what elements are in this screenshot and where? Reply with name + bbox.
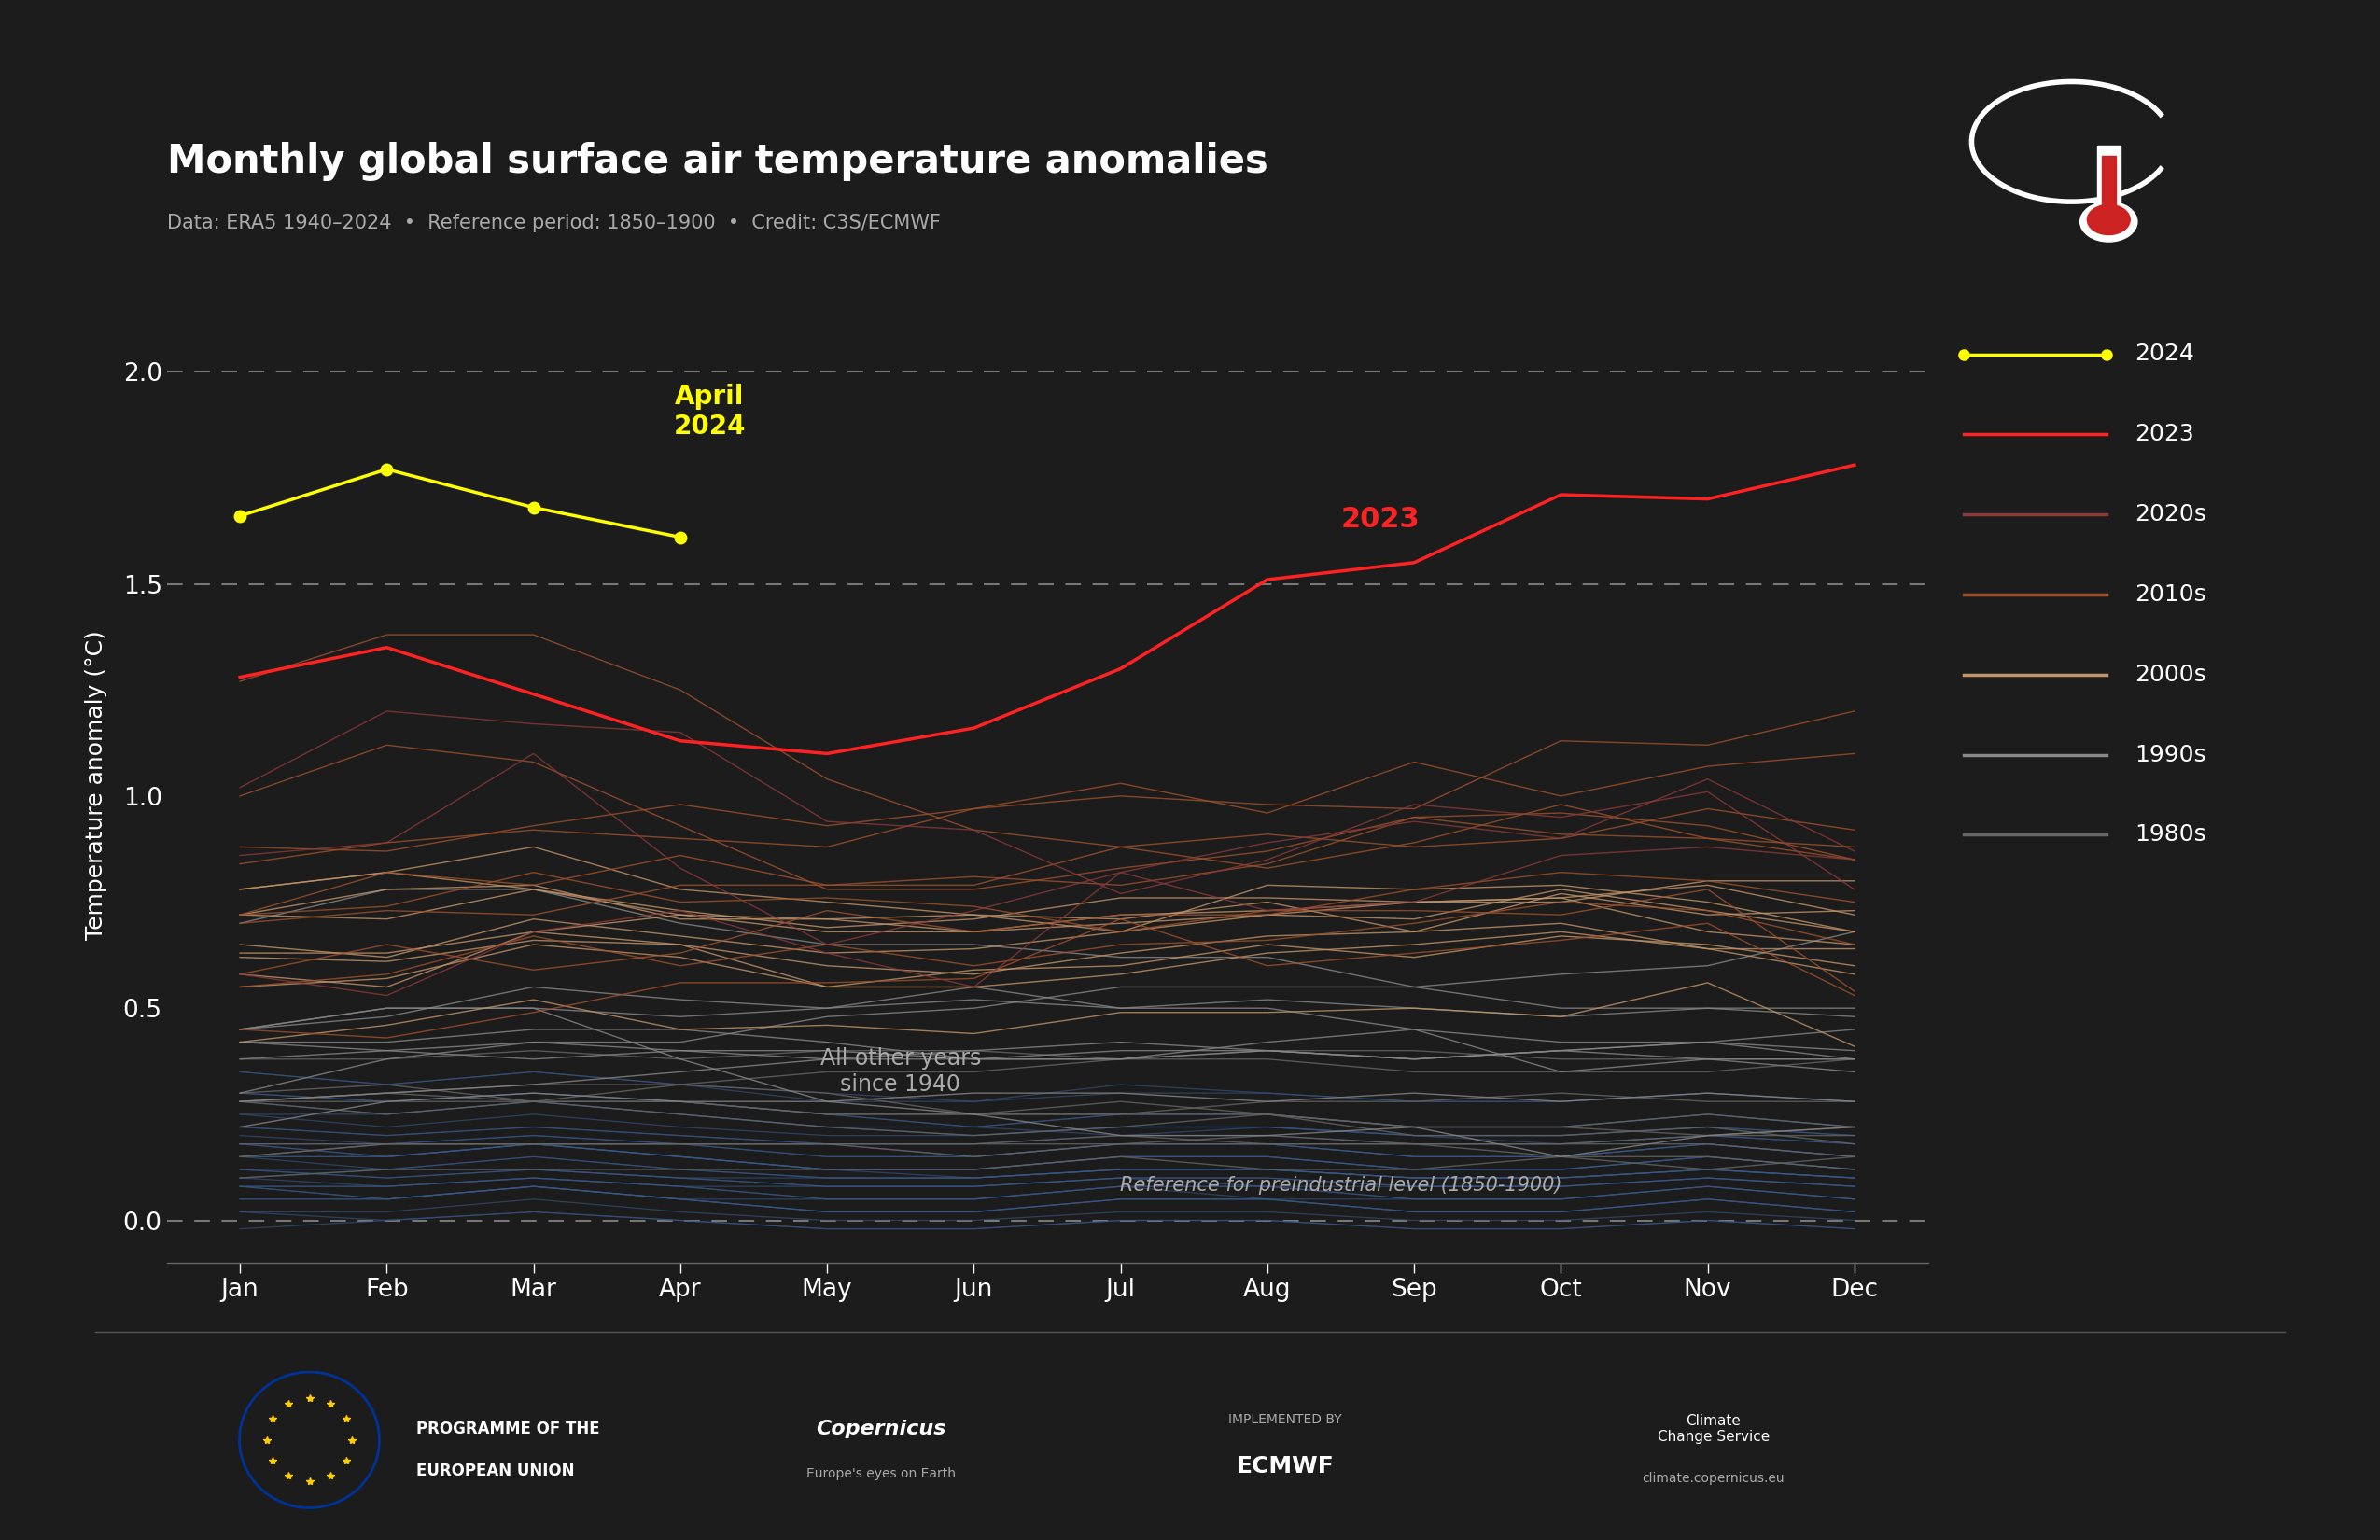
Text: Data: ERA5 1940–2024  •  Reference period: 1850–1900  •  Credit: C3S/ECMWF: Data: ERA5 1940–2024 • Reference period:…	[167, 214, 940, 233]
Text: 2023: 2023	[1340, 505, 1421, 533]
Text: Monthly global surface air temperature anomalies: Monthly global surface air temperature a…	[167, 142, 1269, 182]
Text: 2024: 2024	[2135, 343, 2194, 365]
Text: Europe's eyes on Earth: Europe's eyes on Earth	[807, 1468, 954, 1480]
Text: 2000s: 2000s	[2135, 664, 2206, 685]
Bar	[2102, 156, 2116, 211]
Text: 1990s: 1990s	[2135, 744, 2206, 765]
Text: EUROPEAN UNION: EUROPEAN UNION	[416, 1463, 574, 1478]
Text: IMPLEMENTED BY: IMPLEMENTED BY	[1228, 1414, 1342, 1426]
Y-axis label: Temperature anomaly (°C): Temperature anomaly (°C)	[86, 630, 107, 941]
Text: All other years
since 1940: All other years since 1940	[821, 1047, 981, 1096]
Text: 2023: 2023	[2135, 424, 2194, 445]
Text: 1980s: 1980s	[2135, 824, 2206, 845]
Text: Reference for preindustrial level (1850-1900): Reference for preindustrial level (1850-…	[1119, 1177, 1561, 1195]
Text: PROGRAMME OF THE: PROGRAMME OF THE	[416, 1421, 600, 1437]
Text: 2010s: 2010s	[2135, 584, 2206, 605]
Text: Copernicus: Copernicus	[816, 1420, 945, 1438]
Text: ECMWF: ECMWF	[1235, 1455, 1335, 1477]
Text: 2020s: 2020s	[2135, 504, 2206, 525]
Circle shape	[2087, 205, 2130, 234]
Text: climate.copernicus.eu: climate.copernicus.eu	[1642, 1472, 1785, 1485]
Circle shape	[2080, 202, 2137, 242]
Text: Climate
Change Service: Climate Change Service	[1656, 1414, 1771, 1445]
Text: April
2024: April 2024	[674, 383, 745, 439]
Bar	[2097, 146, 2121, 222]
